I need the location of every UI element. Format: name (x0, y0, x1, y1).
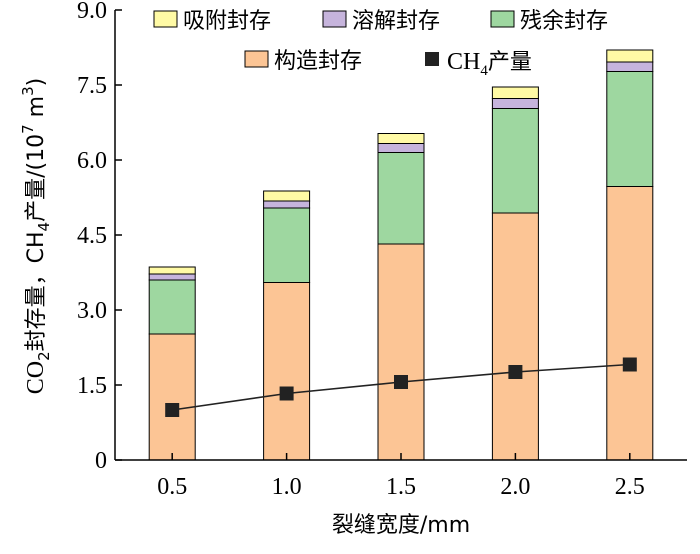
x-tick-label: 1.0 (272, 474, 302, 500)
legend-label-adsorb: 吸附封存 (183, 9, 271, 34)
bar-segment-dissolve (377, 143, 425, 153)
bar-segment-residual (606, 71, 654, 187)
ch4-point (508, 365, 523, 379)
bar-segment-structural (491, 212, 539, 461)
x-axis-title: 裂缝宽度/mm (332, 513, 470, 538)
legend-swatch-adsorb (153, 10, 178, 28)
bar-segment-dissolve (606, 61, 654, 72)
y-tick-label: 9.0 (77, 0, 107, 24)
bar-segment-dissolve (148, 273, 196, 281)
legend-swatch-structural (244, 50, 269, 68)
bars (148, 49, 654, 461)
legend-swatch-dissolve (322, 10, 347, 28)
bar-segment-residual (148, 279, 196, 335)
bar-segment-adsorb (606, 49, 654, 63)
y-ticks: 0 1.5 3.0 4.5 6.0 7.5 9.0 (77, 0, 122, 474)
bar-segment-residual (377, 152, 425, 245)
legend: 吸附封存 溶解封存 残余封存 构造封存 CH4产量 (153, 9, 608, 79)
legend-label-structural: 构造封存 (274, 49, 362, 74)
legend-label-dissolve: 溶解封存 (352, 9, 440, 34)
x-tick-label: 2.0 (500, 474, 530, 500)
x-ticks: 0.5 1.0 1.5 2.0 2.5 (157, 453, 645, 500)
bar-segment-dissolve (263, 200, 311, 209)
y-tick-label: 0 (95, 448, 107, 474)
legend-item-adsorb: 吸附封存 (153, 9, 271, 34)
bar-segment-structural (263, 282, 311, 461)
legend-item-structural: 构造封存 (244, 49, 362, 74)
ch4-line-layer (165, 357, 637, 417)
y-tick-label: 4.5 (77, 223, 107, 249)
bar-segment-residual (491, 108, 539, 214)
y-tick-label: 1.5 (77, 373, 107, 399)
ch4-point (279, 386, 294, 401)
legend-item-dissolve: 溶解封存 (322, 9, 440, 34)
ch4-point (165, 403, 180, 417)
y-tick-label: 6.0 (77, 148, 107, 174)
legend-marker-ch4 (425, 52, 439, 66)
bar-segment-adsorb (377, 133, 425, 144)
y-axis-title: CO2封存量，CH4产量/(107 m3) (19, 78, 53, 394)
ch4-point (622, 357, 637, 372)
legend-item-residual: 残余封存 (490, 9, 608, 34)
bar-segment-adsorb (148, 266, 196, 275)
x-tick-label: 1.5 (386, 474, 416, 500)
bar-segment-structural (606, 186, 654, 461)
legend-item-ch4: CH4产量 (425, 49, 532, 79)
x-tick-label: 2.5 (615, 474, 645, 500)
bar-segment-adsorb (263, 190, 311, 202)
y-tick-label: 7.5 (77, 73, 107, 99)
x-tick-label: 0.5 (157, 474, 187, 500)
ch4-point (394, 375, 408, 389)
y-tick-label: 3.0 (77, 298, 107, 324)
legend-label-residual: 残余封存 (520, 9, 608, 34)
legend-swatch-residual (490, 10, 515, 28)
bar-segment-adsorb (491, 86, 539, 99)
legend-label-ch4: CH4产量 (447, 49, 532, 79)
bar-segment-structural (148, 333, 196, 461)
bar-segment-residual (263, 207, 311, 283)
bar-segment-dissolve (491, 98, 539, 109)
bar-segment-structural (377, 243, 425, 461)
